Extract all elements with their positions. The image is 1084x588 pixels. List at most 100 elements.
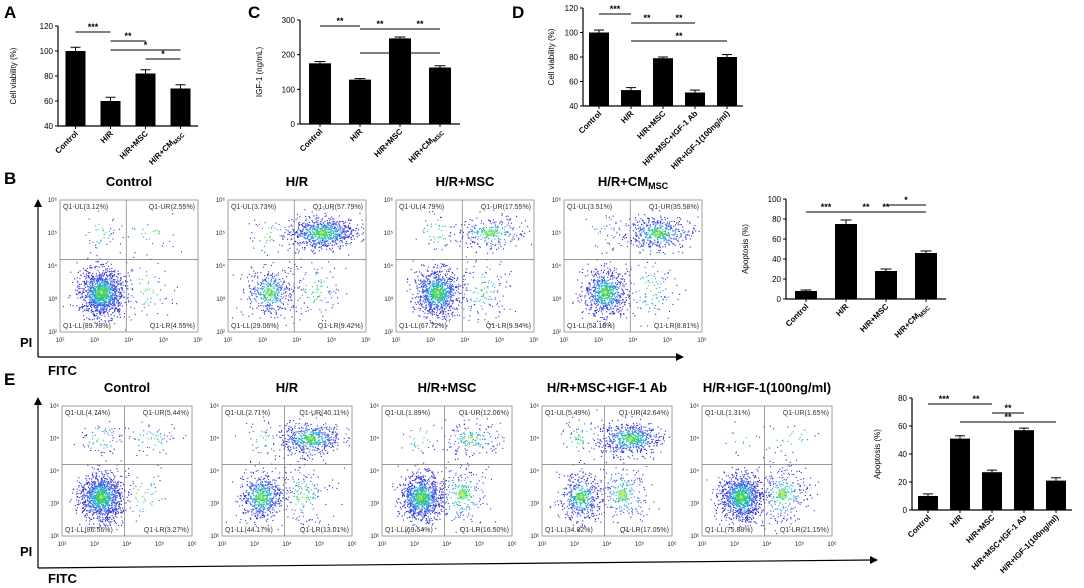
- significance-label: ***: [821, 202, 832, 212]
- scatter-point: [119, 294, 121, 296]
- scatter-point: [256, 272, 259, 274]
- scatter-point: [109, 284, 111, 286]
- scatter-point: [406, 281, 409, 283]
- scatter-point: [498, 316, 500, 318]
- scatter-point: [90, 303, 92, 305]
- scatter-point: [440, 311, 442, 313]
- scatter-point: [101, 273, 103, 275]
- scatter-point: [91, 290, 93, 292]
- scatter-point: [275, 289, 277, 292]
- scatter-point: [435, 272, 437, 274]
- scatter-point: [329, 290, 331, 292]
- scatter-point: [145, 288, 147, 290]
- scatter-point: [266, 239, 268, 241]
- scatter-point: [442, 304, 444, 306]
- scatter-point: [428, 305, 430, 307]
- scatter-point: [505, 234, 507, 236]
- scatter-point: [109, 274, 111, 276]
- scatter-point: [110, 307, 113, 309]
- scatter-point: [83, 267, 85, 269]
- scatter-point: [318, 240, 320, 242]
- scatter-point: [106, 282, 108, 284]
- scatter-point: [336, 235, 338, 237]
- scatter-point: [445, 314, 447, 316]
- scatter-point: [342, 230, 344, 232]
- scatter-point: [314, 243, 316, 245]
- scatter-point: [303, 288, 305, 290]
- scatter-point: [88, 294, 90, 296]
- scatter-point: [340, 236, 342, 238]
- scatter-point: [83, 285, 86, 287]
- scatter-point: [306, 306, 308, 308]
- scatter-point: [100, 282, 102, 284]
- scatter-point: [345, 235, 347, 237]
- scatter-point: [432, 283, 434, 285]
- scatter-point: [122, 237, 124, 239]
- scatter-point: [315, 228, 317, 230]
- scatter-point: [128, 316, 130, 318]
- scatter-point: [269, 299, 271, 302]
- significance-label: **: [416, 19, 424, 29]
- scatter-point: [514, 310, 517, 313]
- scatter-point: [440, 299, 442, 301]
- scatter-point: [605, 273, 607, 275]
- scatter-point: [333, 241, 335, 243]
- scatter-point: [463, 317, 465, 319]
- scatter-point: [89, 266, 91, 268]
- scatter-point: [304, 246, 306, 249]
- scatter-point: [270, 280, 272, 282]
- scatter-point: [599, 320, 601, 322]
- scatter-point: [476, 230, 478, 232]
- scatter-point: [477, 321, 479, 323]
- scatter-point: [495, 317, 497, 319]
- scatter-point: [261, 293, 263, 295]
- scatter-point: [316, 226, 318, 228]
- scatter-point: [451, 297, 453, 299]
- scatter-point: [414, 272, 416, 274]
- scatter-point: [440, 299, 443, 301]
- scatter-point: [93, 301, 95, 303]
- scatter-point: [284, 307, 286, 309]
- scatter-point: [316, 230, 319, 232]
- scatter-point: [435, 273, 437, 276]
- scatter-point: [106, 274, 108, 276]
- scatter-point: [336, 237, 338, 239]
- scatter-point: [109, 299, 111, 301]
- scatter-point: [309, 238, 311, 240]
- scatter-point: [609, 324, 611, 326]
- scatter-point: [343, 237, 345, 239]
- scatter-point: [473, 227, 475, 229]
- scatter-point: [323, 244, 325, 246]
- scatter-point: [99, 299, 101, 301]
- scatter-point: [610, 301, 612, 303]
- scatter-point: [601, 285, 603, 287]
- scatter-point: [426, 294, 428, 296]
- scatter-point: [436, 310, 438, 312]
- scatter-point: [425, 286, 427, 288]
- scatter-point: [127, 236, 129, 238]
- scatter-point: [600, 306, 602, 309]
- scatter-point: [423, 306, 425, 308]
- scatter-point: [301, 294, 303, 297]
- scatter-point: [114, 286, 116, 288]
- scatter-point: [467, 237, 470, 239]
- scatter-point: [108, 310, 110, 312]
- scatter-point: [430, 239, 432, 241]
- scatter-point: [588, 288, 591, 290]
- scatter-point: [113, 285, 115, 287]
- scatter-point: [429, 306, 431, 309]
- scatter-point: [608, 284, 610, 286]
- scatter-point: [305, 229, 307, 231]
- scatter-point: [256, 281, 258, 283]
- scatter-point: [356, 224, 358, 226]
- scatter-point: [108, 305, 110, 307]
- scatter-point: [426, 289, 428, 291]
- scatter-point: [297, 243, 299, 245]
- scatter-point: [604, 263, 606, 265]
- scatter-point: [95, 282, 97, 284]
- scatter-point: [427, 275, 429, 277]
- scatter-point: [335, 292, 337, 294]
- scatter-point: [446, 265, 448, 267]
- scatter-point: [498, 240, 500, 242]
- scatter-point: [329, 248, 331, 250]
